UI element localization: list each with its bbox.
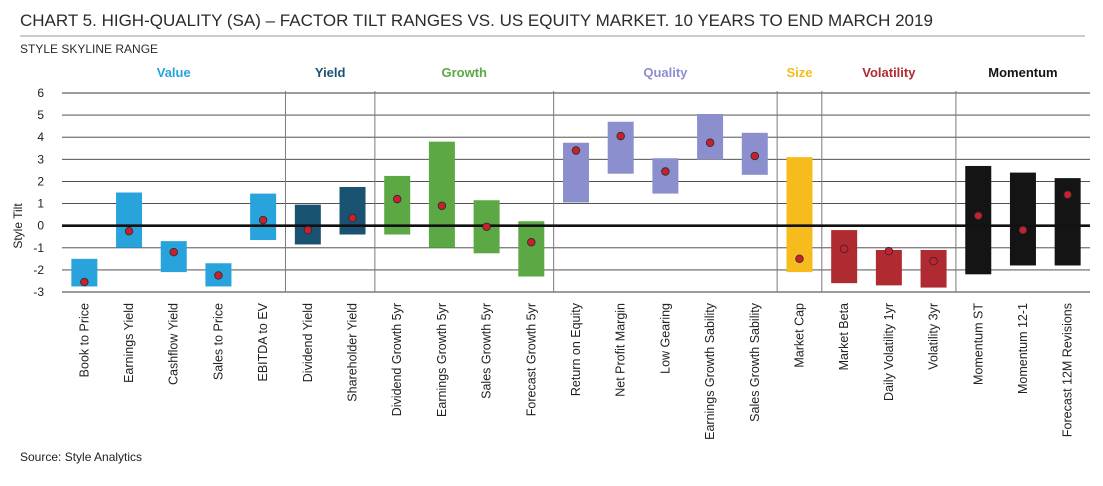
current-markers (80, 131, 1072, 287)
current-marker (80, 277, 89, 287)
current-marker (929, 256, 938, 266)
y-tick-label: -1 (33, 241, 44, 255)
category-label: Book to Price (77, 303, 91, 377)
category-label: EBITDA to EV (256, 302, 270, 381)
category-label: Volatility 3yr (927, 303, 941, 370)
current-marker (124, 226, 134, 236)
category-label: Sales Growth Sability (748, 302, 762, 422)
current-marker (303, 225, 313, 235)
category-label: Market Beta (837, 303, 851, 370)
y-tick-label: 5 (37, 108, 44, 122)
group-label: Size (786, 65, 812, 80)
current-marker (974, 211, 983, 220)
range-bar (116, 192, 143, 248)
y-axis-label: Style Tilt (11, 203, 25, 249)
range-bar (339, 186, 366, 235)
range-bar (875, 249, 902, 286)
category-label: Earnings Growth 5yr (435, 303, 449, 417)
group-label: Value (157, 65, 191, 80)
y-tick-label: 3 (37, 152, 44, 166)
range-bar (965, 165, 992, 275)
category-label: Return on Equity (569, 302, 583, 396)
chart-title: CHART 5. HIGH-QUALITY (SA) – FACTOR TILT… (20, 11, 933, 30)
current-marker (393, 194, 402, 204)
source-note: Source: Style Analytics (20, 450, 142, 464)
current-marker (527, 238, 536, 247)
group-label: Volatility (862, 65, 916, 80)
category-label: Forecast 12M Revisions (1061, 303, 1075, 437)
current-marker (839, 244, 849, 254)
range-bar (831, 230, 858, 284)
range-bar (518, 221, 545, 277)
category-label: Earnings Growth Sability (703, 302, 717, 440)
range-bar (607, 121, 634, 174)
category-label: Daily Volatility 1yr (882, 303, 896, 401)
chart-subtitle: STYLE SKYLINE RANGE (20, 42, 158, 56)
group-label: Yield (315, 65, 346, 80)
category-label: Forecast Growth 5yr (524, 303, 538, 416)
range-bars (71, 114, 1081, 288)
category-label: Sales Growth 5yr (480, 303, 494, 399)
y-tick-label: 0 (37, 219, 44, 233)
range-bar (160, 241, 187, 273)
current-marker (1018, 225, 1028, 235)
current-marker (750, 151, 759, 161)
group-separators (284, 91, 957, 292)
category-label: Dividend Growth 5yr (390, 303, 404, 416)
range-bar (428, 141, 455, 248)
category-label: Sales to Price (211, 303, 225, 380)
group-label: Momentum (988, 65, 1057, 80)
y-tick-label: -3 (33, 285, 44, 299)
current-marker (214, 271, 223, 280)
y-tick-label: 6 (37, 86, 44, 100)
range-bar (920, 249, 947, 288)
current-marker (705, 138, 715, 147)
range-bar (697, 114, 724, 160)
current-marker (348, 213, 357, 223)
category-labels: Book to Price Earnings Yield Cashflow Yiel… (77, 302, 1074, 440)
group-label: Growth (442, 65, 488, 80)
current-marker (482, 222, 491, 231)
current-marker (258, 215, 268, 225)
group-label: Quality (643, 65, 688, 80)
category-label: Momentum ST (971, 303, 985, 385)
y-tick-label: -2 (33, 263, 44, 277)
category-label: Momentum 12-1 (1016, 303, 1030, 394)
range-bar (652, 158, 679, 194)
range-bar (1009, 172, 1036, 266)
y-tick-label: 1 (37, 197, 44, 211)
category-label: Cashflow Yield (167, 303, 181, 385)
y-tick-label: 2 (37, 174, 44, 188)
current-marker (571, 146, 581, 155)
y-ticks: 6 5 4 3 2 1 0 -1 -2 -3 (33, 86, 44, 299)
current-marker (884, 246, 894, 256)
group-labels: Value Yield Growth Quality Size Volatility Mom… (157, 65, 1058, 80)
category-label: Market Cap (792, 303, 806, 368)
current-marker (1063, 190, 1072, 199)
category-label: Earnings Yield (122, 303, 136, 383)
category-label: Net Profit Margin (614, 303, 628, 397)
y-tick-label: 4 (37, 130, 44, 144)
current-marker (661, 167, 670, 176)
current-marker (616, 131, 625, 141)
category-label: Low Gearing (658, 303, 672, 374)
category-label: Dividend Yield (301, 303, 315, 382)
category-label: Shareholder Yield (346, 303, 360, 402)
current-marker (437, 201, 447, 210)
range-bar (786, 157, 813, 273)
current-marker (169, 247, 178, 257)
current-marker (795, 254, 804, 264)
